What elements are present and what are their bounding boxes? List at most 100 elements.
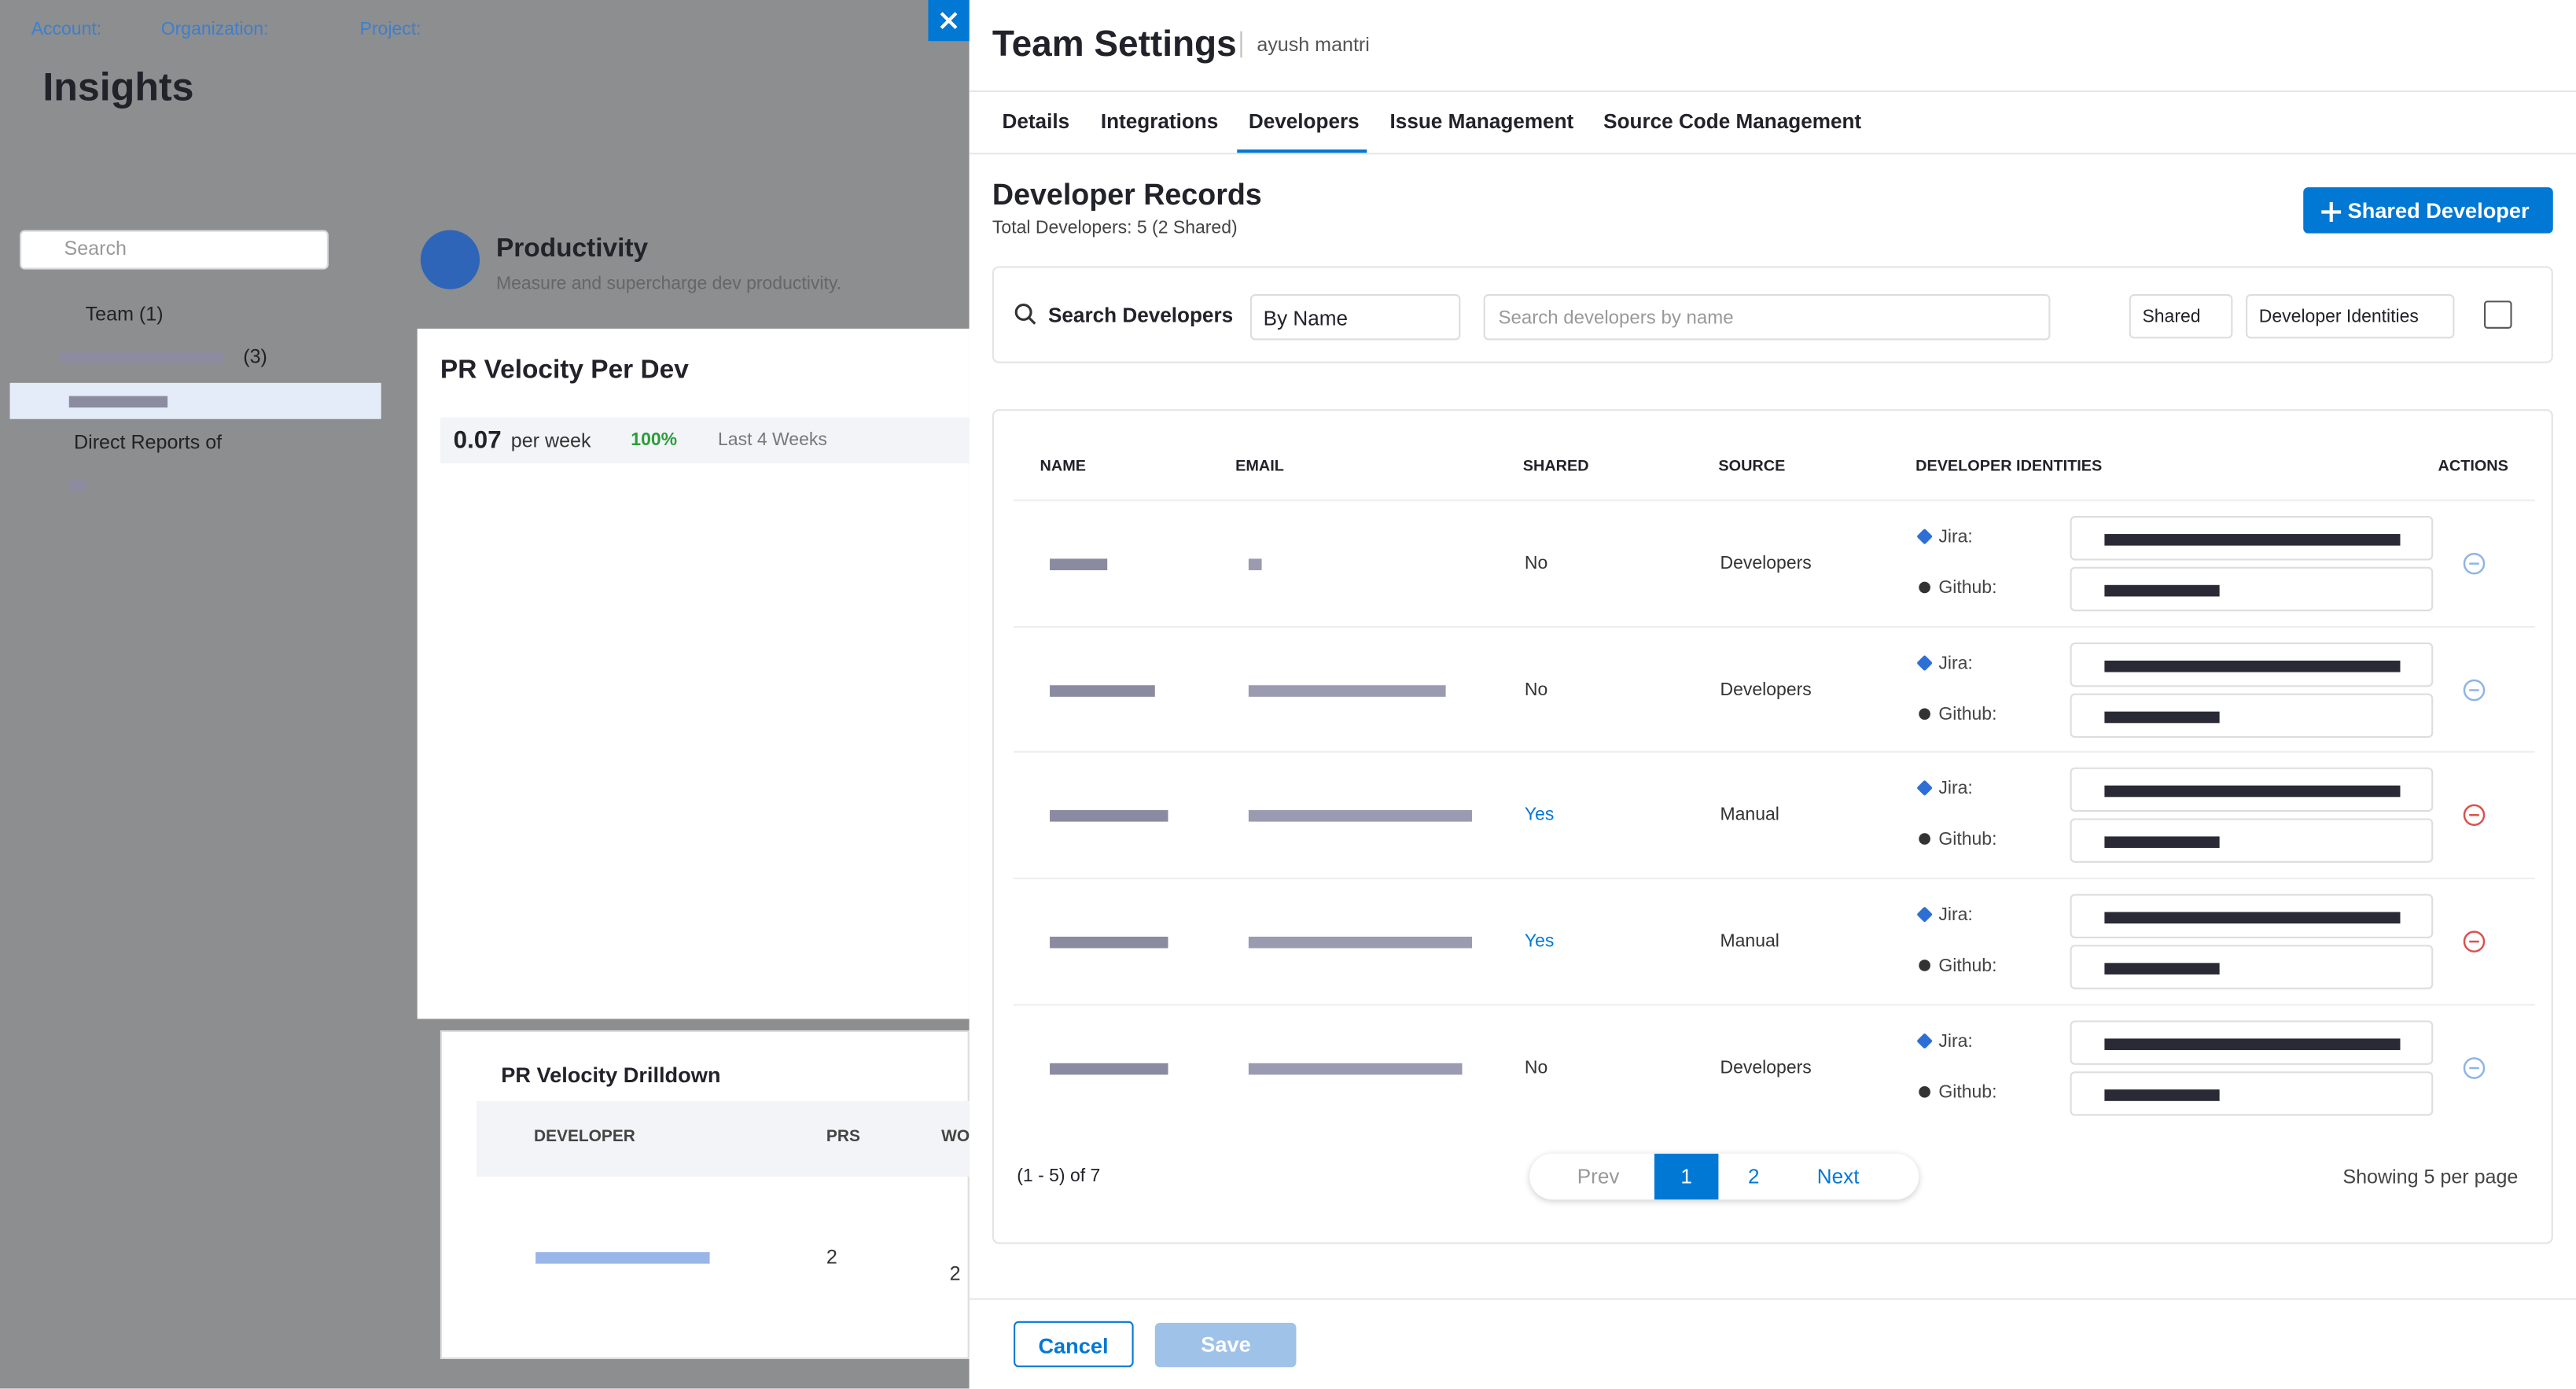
row-divider [1014,1004,2535,1006]
column-header[interactable]: EMAIL [1235,457,1284,476]
developers-table: NAME EMAIL SHARED SOURCE DEVELOPER IDENTITIE… [992,409,2553,1244]
prev-button[interactable]: Prev [1577,1165,1620,1188]
redacted [1248,558,1262,570]
card-icon [420,230,480,289]
magnifier [1014,303,1036,325]
add-button[interactable]: Shared Developer [2303,187,2553,234]
identity-icon [1916,1033,1933,1049]
column-header: PRS [826,1128,860,1147]
identity-field [2070,945,2434,989]
shared-cell: Yes [1524,805,1555,825]
remove-action[interactable] [2463,804,2486,827]
cell: 2 [826,1245,837,1269]
identity-label: Jira: [1938,1032,1973,1052]
redacted [2104,785,2401,798]
tab[interactable]: Details [1002,109,1070,134]
column-header: DEVELOPER [534,1128,635,1147]
shared-cell: No [1524,554,1548,574]
next-button[interactable]: Next [1816,1165,1860,1188]
redacted [2104,534,2401,546]
panel-user: ayush mantri [1257,32,1370,57]
page-title: Insights [42,65,194,110]
column-header: WO [941,1128,970,1147]
close-button[interactable] [928,0,970,42]
identity-label: Jira: [1938,779,1973,799]
cell: 2 [949,1262,961,1285]
page-button-active[interactable]: 1 [1654,1153,1719,1200]
row-divider [1014,877,2535,879]
breadcrumb[interactable]: Organization: [160,20,269,40]
page-number[interactable]: 2 [1748,1165,1760,1188]
remove-action[interactable] [2463,1056,2486,1079]
identity-field [2070,893,2434,938]
identity-field [2070,642,2434,687]
cancel-button[interactable]: Cancel [1014,1321,1134,1368]
identity-icon [1916,957,1933,974]
identity-label: Github: [1938,830,1997,850]
drilldown-card [440,1030,970,1359]
column-header[interactable]: NAME [1040,457,1086,476]
search-input[interactable]: Search developers by name [1483,293,2051,341]
columns-toggle[interactable] [2484,300,2512,329]
tab-indicator [1237,149,1367,153]
total-count: Total Developers: 5 (2 Shared) [992,218,1238,238]
filter-select[interactable]: Developer Identities [2246,293,2455,339]
shared-cell: Yes [1524,931,1555,952]
tree-item: Team (1) [85,302,164,326]
search-by-select[interactable]: By Name [1249,293,1461,341]
identity-field [2070,566,2434,612]
breadcrumb[interactable]: Account: [31,20,102,40]
minus-circle [2463,930,2486,952]
identity-icon [1916,906,1933,923]
redacted [1050,936,1168,949]
placeholder: Search developers by name [1498,308,1734,329]
tree-item: (3) [243,344,267,369]
tab[interactable]: Developers [1248,109,1360,134]
panel-title: Team Settings [992,23,1237,64]
cancel-label: Cancel [1038,1333,1109,1358]
identity-icon [1916,1083,1933,1100]
section-title: Developer Records [992,178,1262,212]
minus-circle [2463,679,2486,702]
tree-selected [9,382,381,419]
team-settings-panel: Team Settings ayush mantri Details Integrat… [969,0,2576,1389]
tab[interactable]: Source Code Management [1603,109,1862,134]
identity-field [2070,1071,2434,1116]
identity-field [2070,693,2434,739]
save-button[interactable]: Save [1154,1322,1297,1368]
row-divider [1014,499,2535,502]
column-header[interactable]: SHARED [1522,457,1589,476]
identity-label: Github: [1938,578,1997,599]
identity-field [2070,516,2434,561]
widget-title: PR Velocity Per Dev [440,356,689,385]
filter-select[interactable]: Shared [2129,293,2233,339]
minus-circle [2463,552,2486,575]
identity-label: Jira: [1938,654,1973,674]
redacted [2104,912,2401,924]
redacted [68,396,168,408]
pagination: Prev 1 2 Next [1529,1153,1919,1200]
redacted [1050,558,1108,570]
source-cell: Developers [1720,1058,1812,1078]
tab[interactable]: Integrations [1100,109,1219,134]
stat-value: 0.07 [453,426,502,455]
drilldown-title: PR Velocity Drilldown [501,1062,721,1088]
identity-icon [1916,831,1933,847]
row-divider [1014,750,2535,753]
identity-icon [1916,579,1933,596]
drilldown-header [476,1100,970,1177]
stat-period: Last 4 Weeks [718,430,827,451]
remove-action[interactable] [2463,552,2486,575]
redacted [59,352,224,363]
remove-action[interactable] [2463,679,2486,702]
search-placeholder: Search [64,236,127,260]
divider [1240,31,1242,58]
redacted [1050,810,1168,822]
tab[interactable]: Issue Management [1389,109,1574,134]
close-icon [940,12,958,29]
add-button-label: Shared Developer [2347,197,2530,223]
remove-action[interactable] [2463,930,2486,953]
divider [969,1298,2576,1300]
breadcrumb[interactable]: Project: [359,20,421,40]
